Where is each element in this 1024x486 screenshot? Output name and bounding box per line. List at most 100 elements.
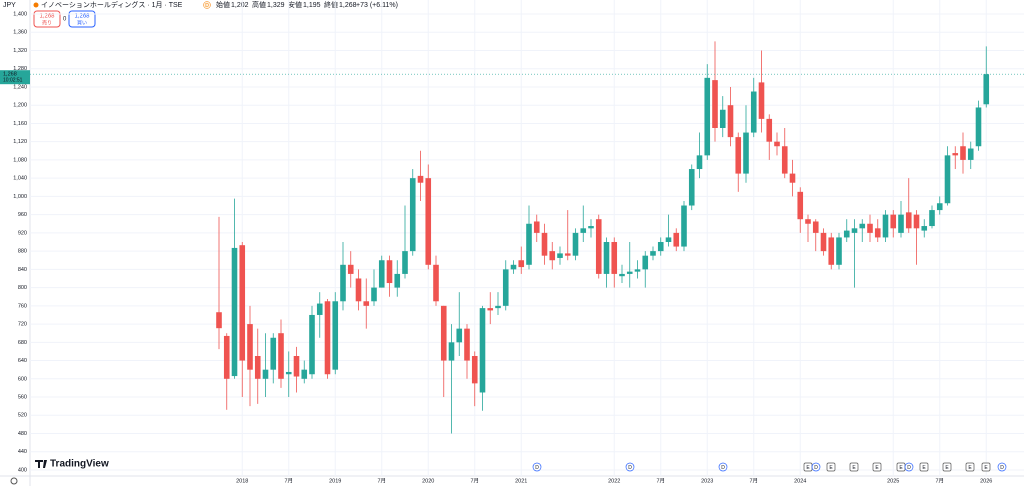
candle-body (828, 237, 835, 265)
candle-body (774, 141, 780, 147)
candle-body (479, 308, 486, 393)
candle-body (681, 205, 687, 247)
candle-body (657, 242, 664, 252)
event-marker (811, 462, 821, 472)
event-label: E (968, 465, 972, 471)
event-marker (919, 462, 929, 472)
candle-body (929, 210, 935, 227)
candle-body (696, 155, 703, 170)
candle-body (564, 253, 571, 256)
candle-body (595, 219, 602, 274)
candle-body (324, 301, 331, 375)
price-tag (0, 70, 30, 85)
candle-body (526, 223, 532, 265)
candle-body (510, 264, 517, 270)
y-tick-label: 680 (18, 340, 27, 346)
candle-body (921, 226, 928, 231)
candle-body (898, 214, 904, 233)
x-tick-label: 2021 (515, 478, 527, 484)
candle-body (758, 82, 765, 119)
candle-body (347, 264, 354, 274)
candle-body (874, 228, 881, 238)
event-label: D (907, 465, 911, 471)
sell-button[interactable] (33, 10, 61, 28)
price-tag-value: 1,268 (3, 72, 17, 78)
candle-body (789, 173, 796, 183)
badge-text: D (205, 3, 209, 9)
y-tick-label: 440 (18, 449, 27, 455)
x-tick-label: 2022 (608, 478, 620, 484)
candle-body (913, 214, 920, 229)
candle-body (727, 105, 734, 138)
candle-body (239, 245, 246, 361)
y-tick-label: 1,160 (13, 121, 27, 127)
ohlc-label: 始値 (216, 0, 230, 9)
event-label: E (984, 465, 988, 471)
candle-body (247, 324, 253, 370)
x-tick-label: 7月 (749, 477, 758, 484)
candle-body (378, 260, 385, 288)
x-tick-label: 2023 (701, 478, 713, 484)
event-label: E (899, 465, 903, 471)
x-tick-label: 2019 (329, 478, 341, 484)
candle-body (316, 303, 323, 315)
candle-body (588, 226, 594, 229)
candle-body (673, 232, 680, 247)
candle-body (735, 137, 742, 174)
ohlc-label: 終値 (324, 0, 338, 9)
candle-body (882, 214, 889, 238)
x-tick-label: 2018 (236, 478, 248, 484)
event-label: D (535, 465, 539, 471)
y-tick-label: 760 (18, 303, 27, 309)
y-tick-label: 1,360 (13, 30, 27, 36)
x-tick-label: 7月 (470, 477, 479, 484)
candle-body (812, 221, 819, 233)
buy-button[interactable] (68, 10, 96, 28)
spread: 0 (63, 17, 67, 23)
settings-icon[interactable] (10, 477, 18, 485)
candle-body (719, 109, 726, 128)
candle-body (572, 232, 579, 256)
y-tick-label: 1,040 (13, 176, 27, 182)
y-tick-label: 1,320 (13, 48, 27, 54)
candle-body (952, 153, 959, 156)
event-marker (872, 462, 882, 472)
candle-body (750, 91, 757, 133)
y-tick-label: 1,200 (13, 103, 27, 109)
y-tick-label: 560 (18, 394, 27, 400)
event-marker (997, 462, 1007, 472)
event-marker (849, 462, 859, 472)
event-label: D (814, 465, 818, 471)
candle-body (464, 328, 470, 361)
candle-body (967, 148, 974, 160)
candle-body (355, 278, 362, 302)
candle-body (471, 356, 478, 384)
y-tick-label: 640 (18, 358, 27, 364)
y-tick-label: 800 (18, 285, 27, 291)
y-tick-label: 520 (18, 413, 27, 419)
candle-body (611, 242, 618, 274)
ohlc: 始値 1,202 高値 1,329 安値 1,195 終値 1,268 +73 (+6.11%) (216, 0, 398, 9)
y-tick-label: 920 (18, 230, 27, 236)
y-tick-label: 480 (18, 431, 27, 437)
ohlc-value: 1,195 (303, 2, 321, 9)
y-tick-label: 720 (18, 322, 27, 328)
candle-body (394, 273, 401, 288)
logo: TradingView (50, 459, 109, 470)
candle-body (642, 255, 649, 270)
candle-body (340, 264, 346, 302)
candle-body (409, 178, 416, 252)
y-tick-label: 1,080 (13, 157, 27, 163)
candle-body (712, 80, 718, 128)
symbol: イノベーションホールディングス · 1月 · TSE (41, 0, 183, 9)
candle-body (936, 203, 943, 211)
candle-body (603, 242, 610, 274)
candle-body (363, 301, 370, 306)
y-tick-label: 1,000 (13, 194, 27, 200)
candle-body (502, 269, 509, 306)
candle-body (805, 219, 811, 224)
candle-body (425, 178, 432, 265)
event-label: E (829, 465, 833, 471)
y-tick-label: 1,400 (13, 11, 27, 17)
